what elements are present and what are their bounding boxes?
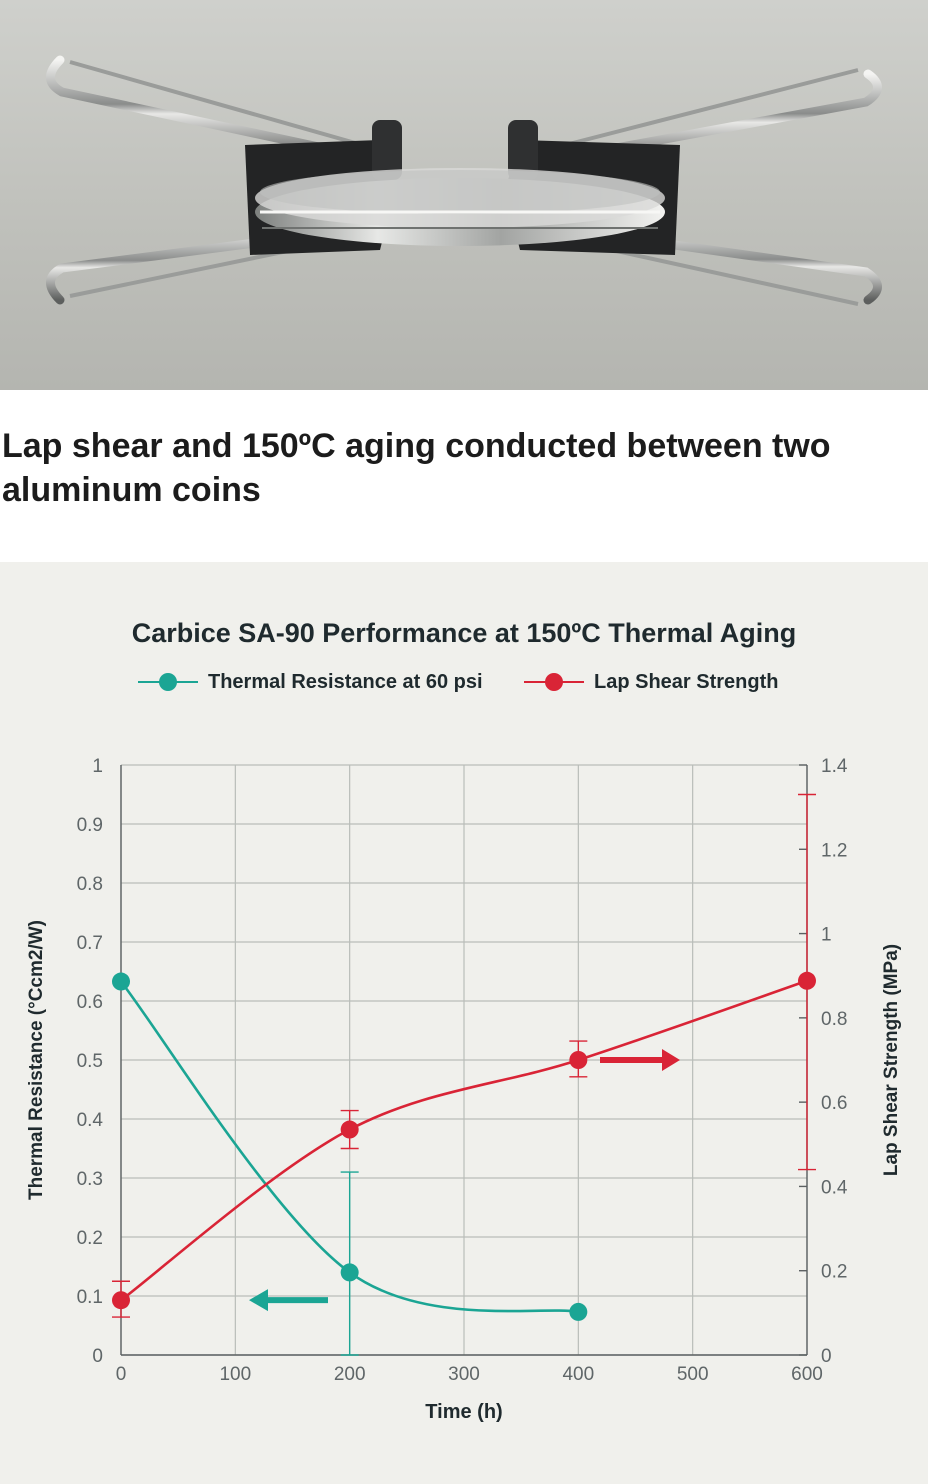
y-left-tick-label: 0.5 (77, 1051, 103, 1072)
data-point-lap-shear (798, 971, 816, 990)
x-tick-label: 0 (116, 1364, 127, 1385)
y-left-tick-label: 0 (92, 1346, 103, 1367)
legend-marker-red (524, 673, 584, 691)
aluminum-coin-clip-photo (0, 0, 928, 390)
y-left-tick-label: 0.8 (77, 874, 103, 895)
y-left-axis-title: Thermal Resistance (°Ccm2/W) (26, 920, 47, 1200)
y-right-tick-label: 0.4 (821, 1177, 848, 1198)
y-left-tick-label: 0.9 (77, 815, 103, 836)
x-tick-label: 400 (562, 1364, 594, 1385)
y-left-tick-label: 1 (92, 756, 103, 777)
y-right-tick-label: 0 (821, 1346, 832, 1367)
y-right-tick-label: 1.4 (821, 756, 848, 777)
y-left-tick-label: 0.7 (77, 933, 103, 954)
y-right-tick-label: 1 (821, 925, 832, 946)
caption: Lap shear and 150ºC aging conducted betw… (2, 427, 831, 509)
legend-label-thermal-resistance: Thermal Resistance at 60 psi (208, 670, 483, 693)
data-point-lap-shear (569, 1051, 588, 1069)
y-right-tick-label: 0.8 (821, 1009, 847, 1030)
data-point-thermal-resistance (112, 972, 130, 991)
legend-item-thermal-resistance: Thermal Resistance at 60 psi (138, 668, 483, 696)
legend-item-lap-shear: Lap Shear Strength (524, 668, 778, 696)
y-left-tick-label: 0.6 (77, 992, 103, 1013)
y-left-tick-label: 0.2 (77, 1228, 103, 1249)
data-point-lap-shear (340, 1120, 359, 1139)
performance-chart: 0 100 200 300 400 500 60000.10.20.30.40.50.60.… (26, 756, 902, 1423)
y-right-tick-label: 1.2 (821, 840, 847, 861)
chart-panel: 0 100 200 300 400 500 600 0 0.1 0.2 0.3 0.4 0.5 0.6 0.… (0, 562, 928, 1484)
series-line-lap-shear (120, 979, 808, 1302)
y-left-tick-label: 0.1 (77, 1287, 103, 1308)
x-tick-label: 500 (677, 1364, 709, 1385)
x-tick-label: 100 (219, 1364, 251, 1385)
y-left-tick-label: 0.3 (77, 1169, 103, 1190)
y-left-tick-label: 0.4 (77, 1110, 104, 1131)
x-tick-label: 300 (448, 1364, 480, 1385)
left-axis-arrow-icon (249, 1289, 328, 1312)
series-line-thermal-resistance (119, 980, 579, 1314)
arrow-layer (249, 1049, 680, 1312)
legend: Thermal Resistance at 60 psi Lap Shear S… (0, 668, 928, 696)
legend-marker-teal (138, 673, 198, 691)
legend-label-lap-shear: Lap Shear Strength (594, 670, 779, 693)
x-tick-label: 200 (334, 1364, 366, 1385)
data-point-thermal-resistance (340, 1263, 359, 1282)
x-tick-label: 600 (791, 1364, 823, 1385)
data-point-thermal-resistance (569, 1302, 588, 1321)
label-layer: 0 100 200 300 400 500 60000.10.20.30.40.50.60.… (26, 756, 902, 1423)
data-point-lap-shear (112, 1291, 130, 1310)
y-right-tick-label: 0.2 (821, 1262, 847, 1283)
right-axis-arrow-icon (600, 1049, 680, 1071)
y-right-tick-label: 0.6 (821, 1093, 847, 1114)
grid-layer (120, 764, 808, 1356)
series-layer (112, 793, 816, 1356)
x-axis-title: Time (h) (425, 1401, 502, 1423)
chart-title: Carbice SA-90 Performance at 150ºC Therm… (131, 618, 797, 648)
y-right-axis-title: Lap Shear Strength (MPa) (881, 944, 902, 1176)
